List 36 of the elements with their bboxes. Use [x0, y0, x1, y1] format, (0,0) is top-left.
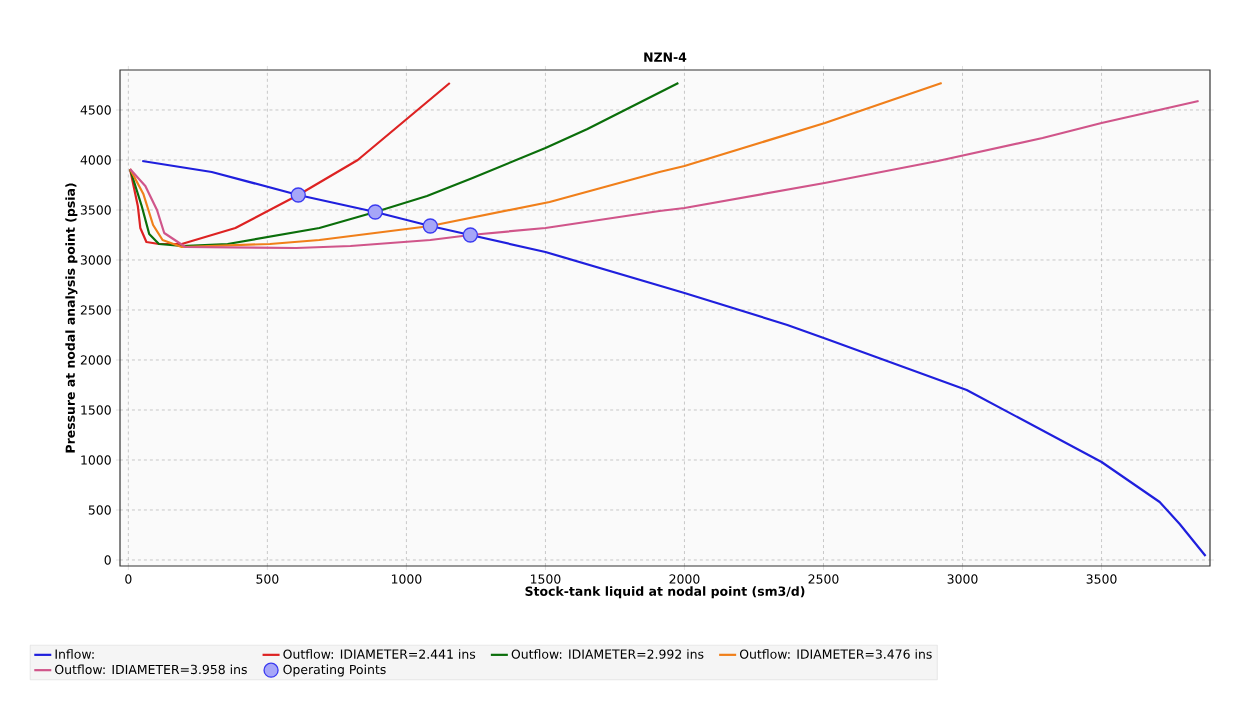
- y-tick-label: 2000: [80, 355, 111, 365]
- legend-label: Inflow:: [55, 649, 94, 659]
- line-series: [141, 159, 1207, 558]
- x-tick-label: 1000: [391, 574, 422, 584]
- x-tick-label: 0: [125, 574, 132, 584]
- point: [367, 204, 383, 220]
- line-series: [128, 81, 680, 248]
- x-tick-label: 2500: [808, 574, 839, 584]
- y-tick-label: 1000: [81, 455, 111, 465]
- x-tick-label: 1500: [530, 574, 561, 584]
- y-tick-label: 3500: [80, 205, 111, 215]
- line-series: [128, 99, 1200, 250]
- x-axis-title: Stock-tank liquid at nodal point (sm3/d): [525, 586, 805, 599]
- y-tick-label: 2500: [80, 305, 111, 315]
- y-axis-title: Pressure at nodal analysis point (psia): [65, 183, 78, 453]
- x-tick-label: 3000: [947, 574, 978, 584]
- legend-label: Operating Points: [283, 664, 386, 677]
- x-tick-label: 2000: [669, 574, 700, 584]
- y-tick-label: 0: [104, 555, 111, 565]
- y-tick-label: 1500: [81, 405, 111, 415]
- point: [462, 227, 479, 243]
- legend-label: Outflow: IDIAMETER=3.476 ins: [739, 649, 932, 659]
- y-tick-label: 500: [88, 505, 111, 515]
- x-tick-label: 500: [256, 574, 279, 584]
- y-tick-label: 3000: [80, 255, 111, 265]
- point: [290, 187, 306, 203]
- x-tick-label: 3500: [1086, 574, 1117, 584]
- point: [422, 218, 438, 234]
- legend-label: Outflow: IDIAMETER=3.958 ins: [55, 664, 247, 675]
- legend-label: Outflow: IDIAMETER=2.441 ins: [283, 649, 476, 659]
- line-series: [128, 81, 451, 246]
- y-tick-label: 4000: [80, 155, 111, 165]
- y-tick-label: 4500: [80, 105, 111, 115]
- legend-label: Outflow: IDIAMETER=2.992 ins: [511, 649, 704, 659]
- line-series: [128, 81, 943, 249]
- chart-title: NZN-4: [644, 52, 687, 62]
